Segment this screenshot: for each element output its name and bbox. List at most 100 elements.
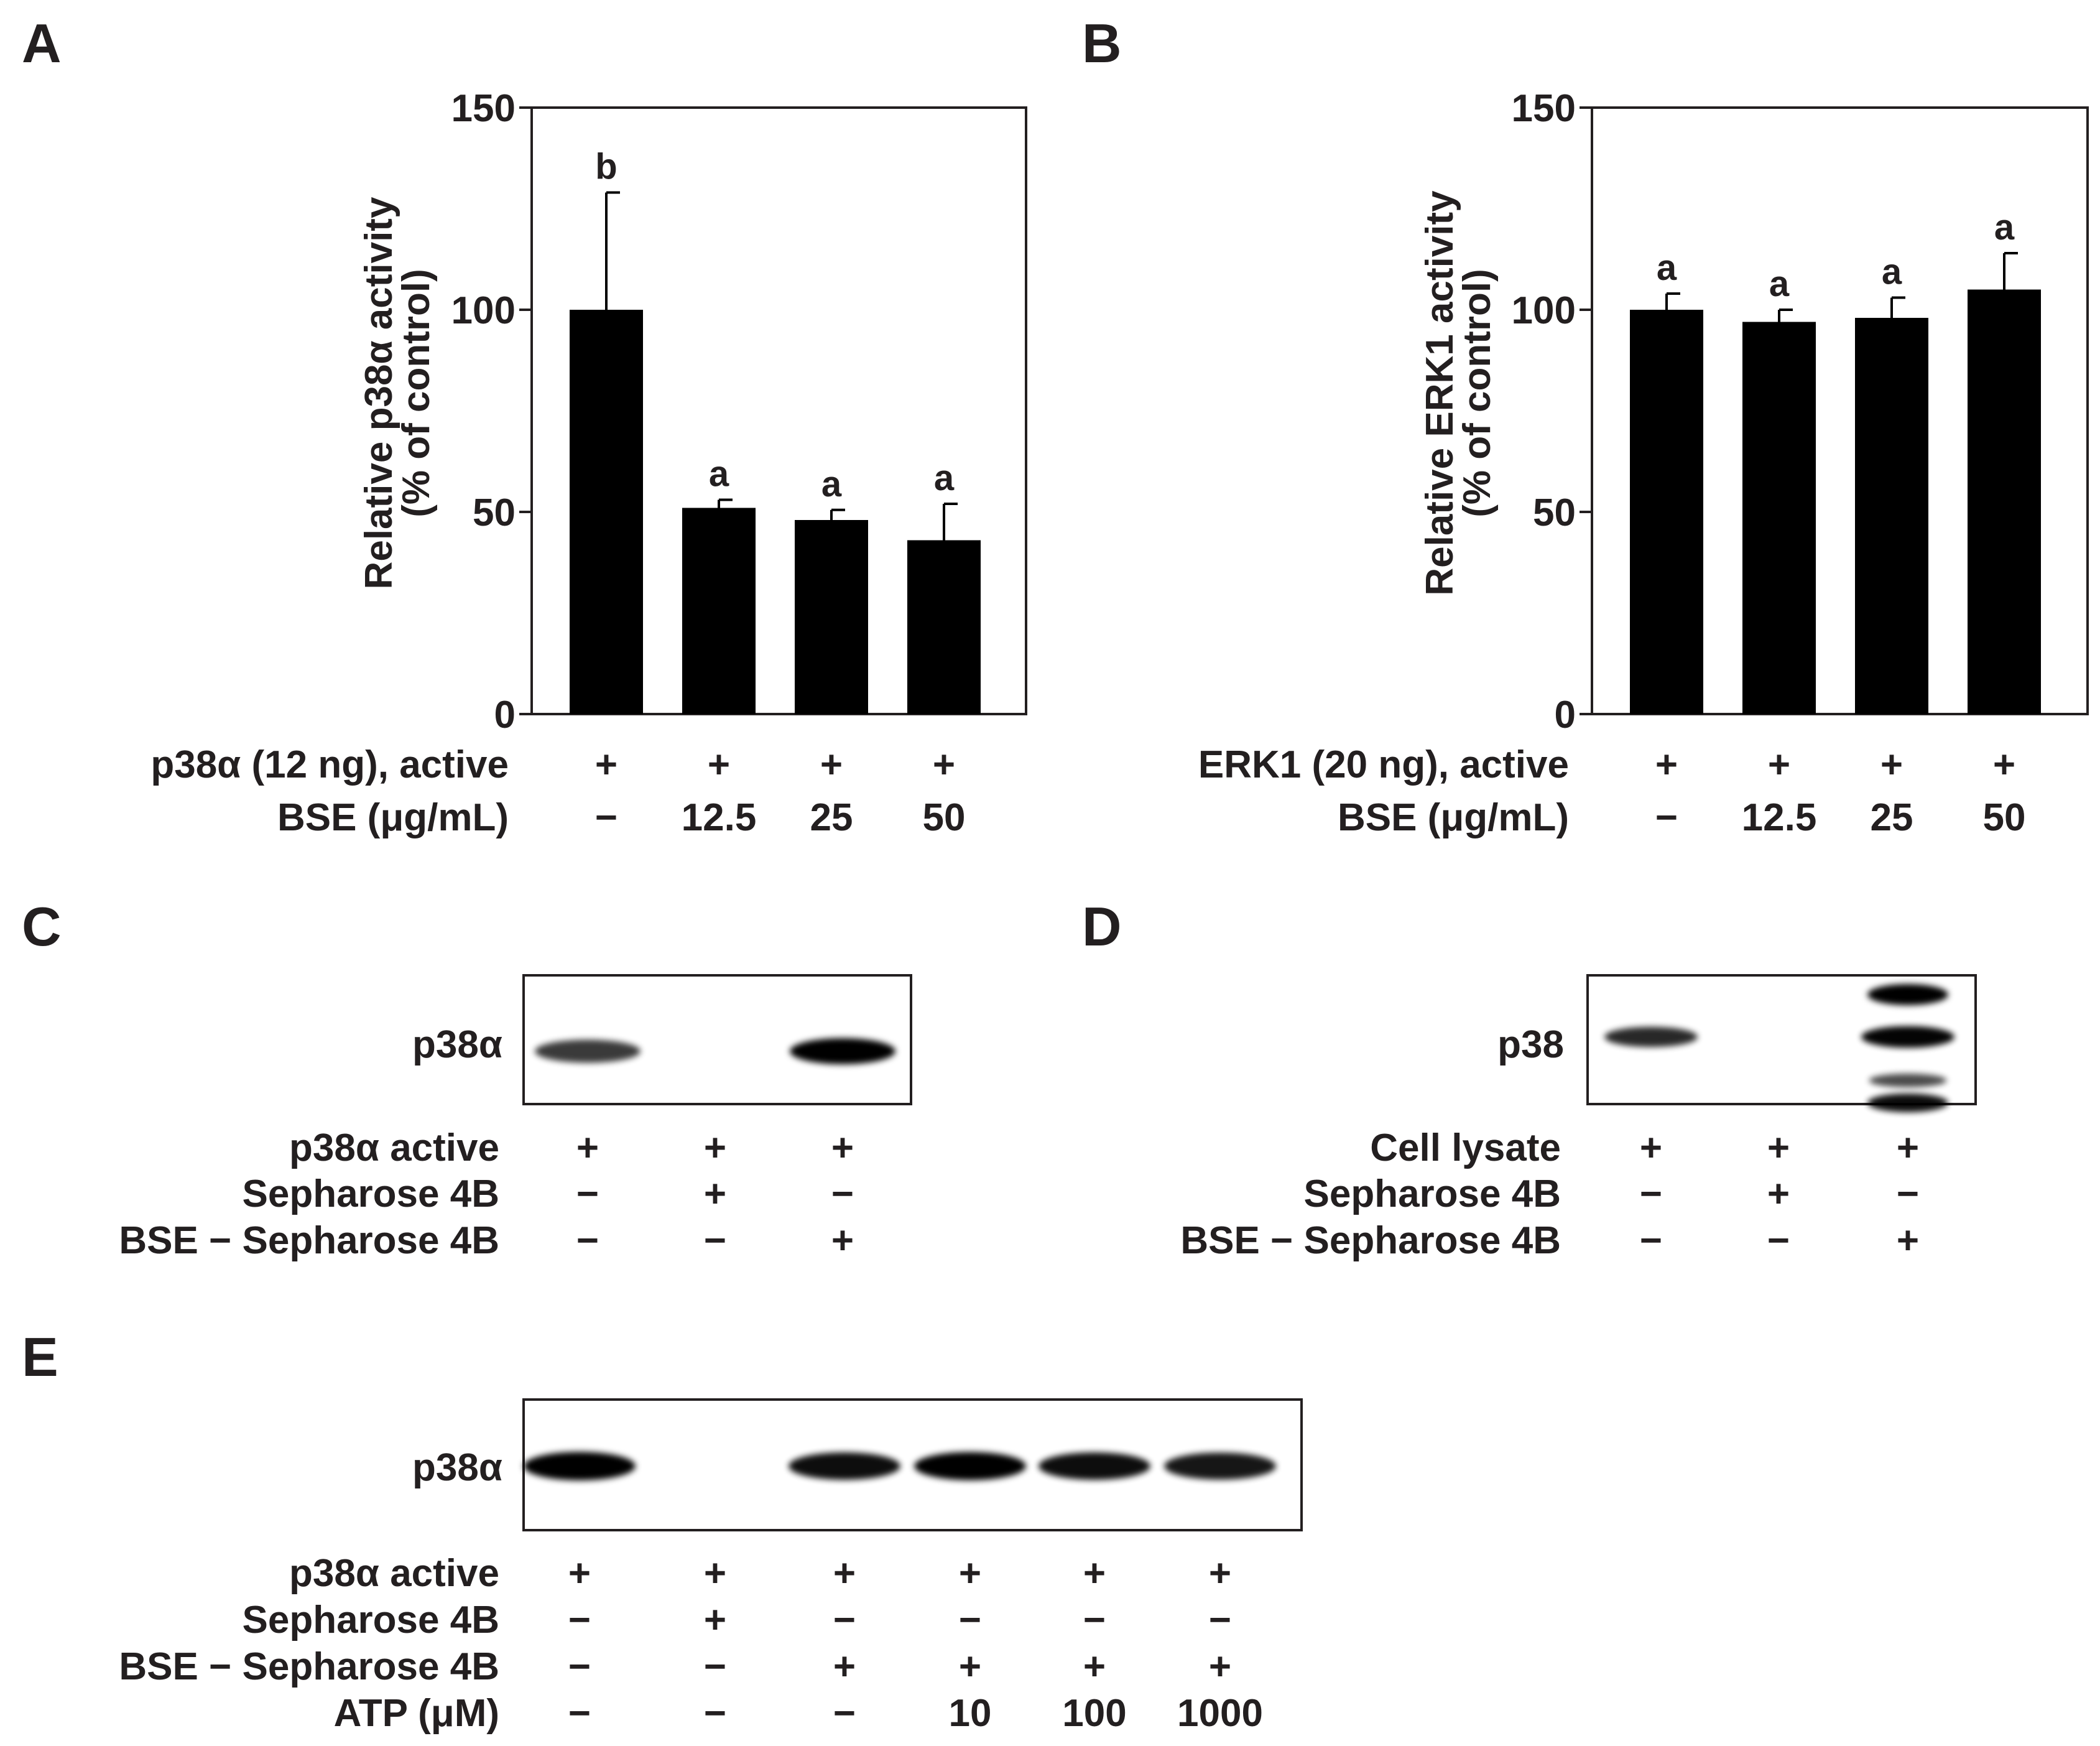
panel-letter-b: B [1082,12,1122,74]
condition-value-b-1-2: 25 [1871,796,1913,839]
blot-condition-value-c-0-0: + [576,1126,599,1169]
blot-condition-value-d-0-2: + [1897,1126,1919,1169]
blot-condition-value-e-1-1: + [704,1599,726,1642]
blot-band-c-2 [790,1038,895,1064]
blot-condition-value-e-0-4: + [1083,1552,1106,1595]
y-tick-label-b-3: 150 [1512,87,1576,130]
bar-b-3 [1968,289,2041,714]
blot-condition-label-e-2: BSE − Sepharose 4B [119,1645,499,1688]
significance-label-a-0: b [595,147,617,187]
blot-condition-value-e-0-5: + [1209,1552,1231,1595]
y-axis-label-a-line2: (% of control) [395,269,438,518]
blot-condition-label-e-1: Sepharose 4B [242,1599,499,1642]
blot-condition-value-d-1-1: + [1767,1173,1790,1215]
condition-value-b-0-1: + [1768,743,1790,786]
blot-condition-value-e-2-0: − [568,1645,591,1688]
blot-band-e-2 [789,1452,900,1480]
chart-b: Relative ERK1 activity (% of control) 0 5… [1198,87,2089,839]
blot-condition-value-e-1-5: − [1209,1599,1231,1642]
significance-label-b-3: a [1994,207,2015,248]
blot-condition-value-d-0-0: + [1640,1126,1662,1169]
blot-condition-value-d-2-0: − [1640,1219,1662,1262]
significance-label-a-1: a [709,454,729,495]
blot-condition-value-e-3-1: − [704,1692,726,1735]
blot-condition-value-e-2-3: + [959,1645,981,1688]
blot-condition-label-c-0: p38α active [289,1126,499,1169]
y-tick-label-a-1: 50 [473,491,516,534]
blot-condition-value-e-2-5: + [1209,1645,1231,1688]
panel-letter-e: E [22,1326,58,1388]
blot-band-d-2 [1861,1026,1954,1048]
blot-condition-value-e-3-2: − [833,1692,856,1735]
blot-condition-value-c-1-1: + [704,1173,726,1215]
bar-b-2 [1855,318,1928,714]
condition-value-a-0-1: + [708,743,730,786]
blot-condition-value-e-0-3: + [959,1552,981,1595]
plot-frame-b [1591,106,2089,715]
blot-d: p38 Cell lysate + + +Sepharose 4B − + −BSE − S… [1180,974,1977,1262]
blot-condition-value-c-2-0: − [576,1219,599,1262]
condition-value-a-1-3: 50 [923,796,966,839]
significance-label-b-0: a [1657,248,1677,288]
blot-extra-band-d-1 [1869,1074,1947,1087]
condition-label-b-0: ERK1 (20 ng), active [1198,743,1569,786]
blot-e: p38α p38α active + + + + + +Sepharose 4B − + − − − −… [119,1398,1303,1735]
blot-condition-value-d-2-2: + [1897,1219,1919,1262]
blot-condition-value-e-3-3: 10 [949,1692,992,1735]
condition-value-a-0-3: + [933,743,955,786]
blot-condition-value-c-1-2: − [831,1173,854,1215]
bar-b-1 [1742,322,1816,714]
blot-condition-label-c-2: BSE − Sepharose 4B [119,1219,499,1262]
condition-value-a-1-1: 12.5 [682,796,757,839]
blot-band-d-0 [1604,1026,1698,1047]
significance-label-b-1: a [1769,264,1790,304]
bar-a-2 [795,520,868,714]
blot-condition-value-e-1-3: − [959,1599,981,1642]
condition-label-a-1: BSE (μg/mL) [277,796,509,839]
blot-condition-label-d-1: Sepharose 4B [1303,1173,1561,1215]
band-label-d: p38 [1497,1023,1564,1066]
y-tick-label-b-0: 0 [1555,694,1576,736]
significance-label-b-2: a [1882,252,1902,292]
blot-condition-label-c-1: Sepharose 4B [242,1173,499,1215]
bar-a-1 [682,508,756,714]
y-axis-label-b-line1: Relative ERK1 activity [1418,190,1461,596]
bar-b-0 [1630,310,1703,714]
blot-condition-label-d-0: Cell lysate [1370,1126,1561,1169]
condition-value-b-0-2: + [1880,743,1903,786]
blot-condition-value-c-2-2: + [831,1219,854,1262]
blot-condition-value-e-1-0: − [568,1599,591,1642]
blot-condition-label-e-3: ATP (μM) [334,1692,499,1735]
condition-label-b-1: BSE (μg/mL) [1338,796,1569,839]
panel-letter-c: C [22,896,62,957]
blot-condition-value-c-0-2: + [831,1126,854,1169]
y-tick-label-a-0: 0 [494,694,516,736]
panel-letter-d: D [1082,896,1122,957]
blot-condition-value-e-1-4: − [1083,1599,1106,1642]
y-axis-label-b-line2: (% of control) [1456,269,1499,518]
blot-band-e-3 [914,1452,1026,1480]
blot-condition-value-e-2-2: + [833,1645,856,1688]
condition-value-a-0-0: + [595,743,618,786]
blot-condition-value-c-2-1: − [704,1219,726,1262]
blot-condition-value-d-1-0: − [1640,1173,1662,1215]
y-axis-label-a-line1: Relative p38α activity [358,197,400,589]
blot-condition-label-e-0: p38α active [289,1552,499,1595]
blot-condition-value-e-3-0: − [568,1692,591,1735]
condition-value-b-1-3: 50 [1983,796,2026,839]
y-tick-label-b-2: 100 [1512,289,1576,332]
blot-c: p38α p38α active + + +Sepharose 4B − + −BSE − … [119,974,912,1262]
blot-band-e-5 [1164,1452,1276,1480]
blot-condition-label-d-2: BSE − Sepharose 4B [1180,1219,1561,1262]
chart-a: Relative p38α activity (% of control) 0 5… [150,87,1027,839]
significance-label-a-2: a [821,464,842,504]
blot-band-e-0 [524,1452,636,1480]
bar-a-3 [907,540,981,714]
band-label-c: p38α [412,1023,502,1066]
blot-extra-band-d-2 [1867,1094,1948,1112]
condition-value-a-1-2: 25 [810,796,853,839]
condition-value-b-0-3: + [1993,743,2015,786]
y-tick-label-a-2: 100 [451,289,516,332]
blot-condition-value-e-0-0: + [568,1552,591,1595]
condition-value-b-0-0: + [1655,743,1678,786]
